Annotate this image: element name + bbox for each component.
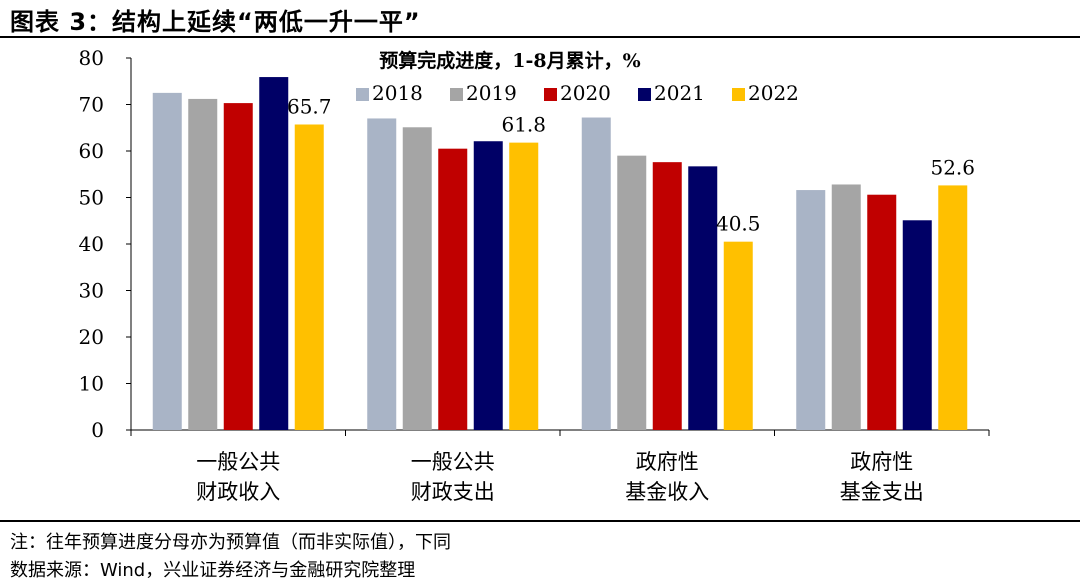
y-tick-label: 0 [91,418,104,442]
y-tick-label: 20 [79,325,104,349]
bar-2018-3 [796,190,826,430]
y-tick-label: 60 [79,139,104,163]
y-tick-label: 10 [79,372,104,396]
bar-2018-0 [152,92,182,430]
title-divider [0,36,1080,38]
legend-label-2018: 2018 [372,81,423,105]
x-tick-label: 基金收入 [625,480,709,504]
x-tick-label: 政府性 [636,450,699,474]
legend-label-2019: 2019 [466,81,517,105]
data-label: 65.7 [287,94,332,118]
bar-2020-1 [438,148,468,431]
legend-label-2020: 2020 [560,81,611,105]
x-tick-label: 财政支出 [411,480,495,504]
bar-2020-0 [223,103,253,430]
data-label: 61.8 [501,113,546,137]
bar-2019-2 [617,155,647,430]
footnote: 注：往年预算进度分母亦为预算值（而非实际值），下同 [10,532,451,553]
bar-2018-2 [581,117,611,431]
bar-2019-0 [188,98,218,431]
bar-2022-2 [723,241,753,430]
x-tick-label: 财政收入 [196,480,280,504]
bar-2020-3 [867,194,897,430]
legend-swatch-2020 [544,88,557,101]
bar-chart: 预算完成进度，1-8月累计，% 2018 2019 2020 2021 2022 0 10 20… [79,46,990,504]
y-tick-label: 80 [79,46,104,70]
bar-2019-1 [402,127,432,430]
y-tick-label: 40 [79,232,104,256]
bar-2022-0 [294,124,324,431]
footer-divider [0,520,1080,522]
figure-title: 图表 3：结构上延续“两低一升一平” [10,8,421,36]
x-tick-label: 一般公共 [411,450,495,474]
x-tick-label: 基金支出 [840,480,924,504]
data-label: 52.6 [930,155,975,179]
y-tick-label: 70 [79,93,104,117]
x-tick-label: 政府性 [850,450,913,474]
bar-2021-2 [688,166,718,430]
bar-2019-3 [831,184,861,430]
chart-title: 预算完成进度，1-8月累计，% [379,49,640,72]
bar-2021-0 [259,77,289,430]
legend-swatch-2021 [638,88,651,101]
data-label: 40.5 [716,212,761,236]
bar-2020-2 [652,162,682,430]
y-tick-label: 30 [79,279,104,303]
bar-2022-1 [509,142,539,430]
data-source: 数据来源：Wind，兴业证券经济与金融研究院整理 [10,560,416,581]
bar-2021-1 [473,141,503,431]
bar-2021-3 [902,220,932,430]
legend-swatch-2022 [732,88,745,101]
bar-2018-1 [367,118,397,430]
legend-label-2022: 2022 [748,81,799,105]
x-tick-label: 一般公共 [196,450,280,474]
legend-swatch-2019 [450,88,463,101]
legend-swatch-2018 [356,88,369,101]
y-tick-label: 50 [79,186,104,210]
bar-2022-3 [938,185,968,430]
legend-label-2021: 2021 [654,81,705,105]
